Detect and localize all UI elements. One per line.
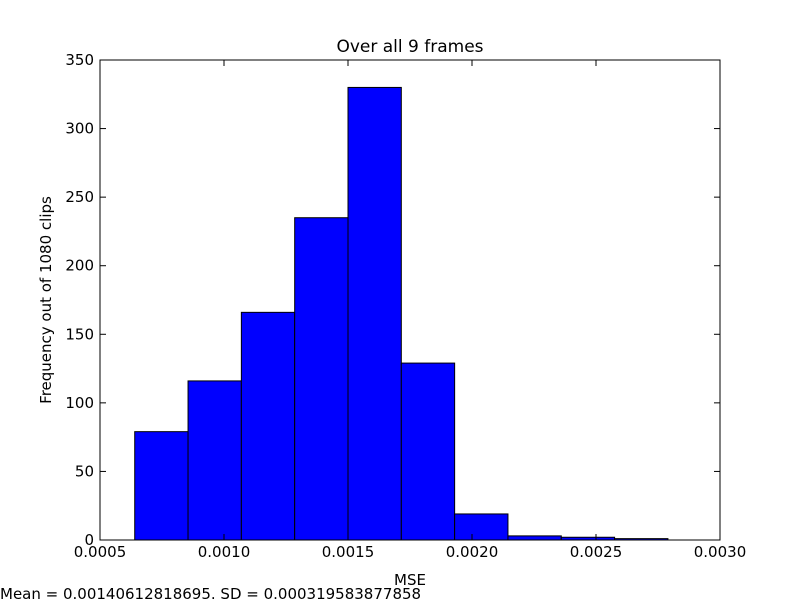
y-tick-label: 50 bbox=[75, 462, 94, 480]
y-tick-label: 150 bbox=[65, 325, 94, 343]
stats-footnote: Mean = 0.00140612818695. SD = 0.00031958… bbox=[0, 585, 421, 600]
histogram-bar bbox=[454, 513, 509, 541]
histogram-bar bbox=[507, 535, 562, 541]
x-tick-label: 0.0005 bbox=[74, 543, 127, 561]
histogram-bar bbox=[134, 431, 189, 541]
y-tick-label: 250 bbox=[65, 188, 94, 206]
y-tick-label: 0 bbox=[84, 531, 94, 549]
histogram-bar bbox=[400, 362, 456, 541]
histogram-bar bbox=[294, 217, 349, 541]
y-tick-label: 350 bbox=[65, 51, 94, 69]
histogram-bar bbox=[240, 311, 296, 541]
x-tick-label: 0.0020 bbox=[446, 543, 499, 561]
x-tick-label: 0.0025 bbox=[570, 543, 623, 561]
histogram-bar bbox=[347, 86, 402, 541]
x-tick-label: 0.0015 bbox=[322, 543, 375, 561]
x-tick-label: 0.0030 bbox=[694, 543, 747, 561]
y-tick-label: 300 bbox=[65, 120, 94, 138]
y-tick-label: 200 bbox=[65, 257, 94, 275]
y-tick-label: 100 bbox=[65, 394, 94, 412]
x-axis-label: MSE bbox=[394, 571, 426, 589]
y-axis-label: Frequency out of 1080 clips bbox=[37, 196, 55, 404]
plot-frame bbox=[99, 59, 721, 541]
histogram-bar bbox=[187, 380, 242, 541]
chart-title: Over all 9 frames bbox=[336, 37, 483, 57]
histogram-bars bbox=[134, 86, 669, 541]
axis-ticks: 0.0005 0.0010 0.0015 0.0020 0.0025 0.0030 0 50 1… bbox=[65, 51, 746, 561]
x-tick-label: 0.0010 bbox=[198, 543, 251, 561]
